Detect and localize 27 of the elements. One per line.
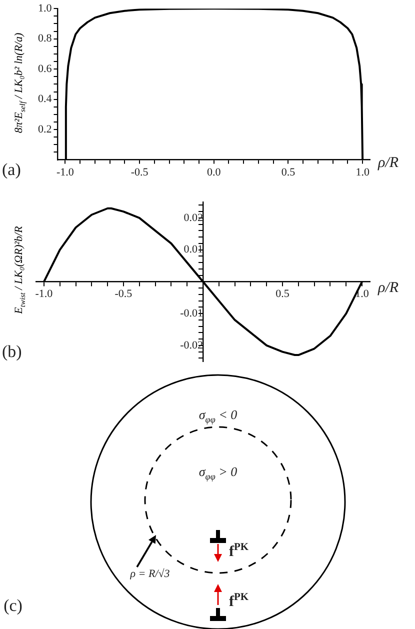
y-tick-label: -0.02 [180,339,203,352]
text: (c) [4,596,22,616]
text: σ$_{φφ}$ < 0 [198,407,238,425]
y-tick-label: 0.01 [184,244,203,256]
y-tick-label: 0.4 [38,93,52,106]
text: σ$_{φφ}$ > 0 [198,464,238,482]
x-axis-title: ρ/R [378,280,399,297]
text: f$^{PK}$ [229,542,249,561]
text: (a) [2,160,21,180]
x-axis-title: ρ/R [378,155,399,172]
x-tick-label: 0.0 [207,166,222,178]
y-tick-label: 0.02 [184,212,203,224]
x-tick-label: -1.0 [56,166,74,178]
x-tick-label: -1.0 [35,288,54,300]
text: f$^{PK}$ [229,592,249,611]
y-tick-label: 1.0 [38,2,52,14]
y-tick-label: 0.8 [38,32,52,45]
y-tick-label: -0.01 [180,307,203,320]
x-tick-label: -0.5 [130,166,149,178]
y-tick-label: 0.6 [38,62,52,75]
y-tick-label: 0.2 [38,123,52,136]
text: ρ = R/√3 [130,568,170,580]
x-tick-label: 0.5 [281,166,296,178]
text: (b) [2,342,22,362]
x-tick-label: -0.5 [114,288,133,300]
x-tick-label: 0.5 [276,288,290,300]
x-tick-label: 1.0 [356,166,370,178]
